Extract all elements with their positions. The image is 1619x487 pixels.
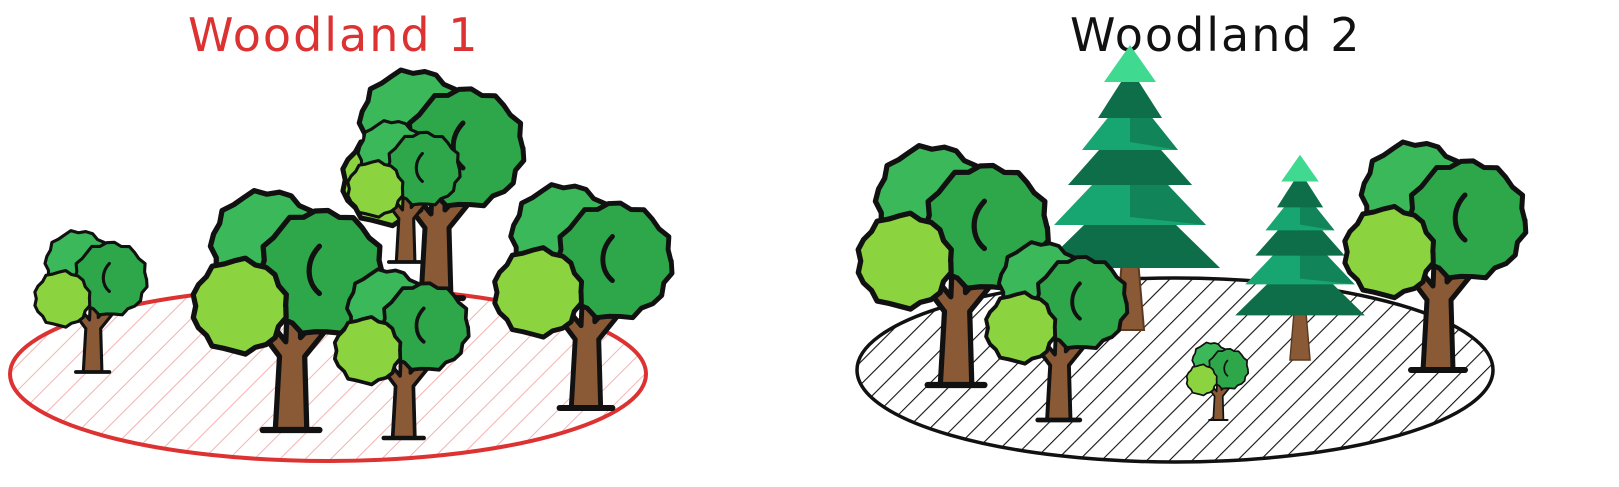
- woodland-1-tree-5-deciduous-icon: [332, 267, 471, 441]
- woodland-1-tree-3-deciduous-icon: [190, 187, 386, 434]
- woodland-2-tree-3-conifer-icon: [1235, 154, 1365, 361]
- woodland-1-title: Woodland 1: [188, 8, 480, 62]
- woodland-2-title: Woodland 2: [1070, 8, 1362, 62]
- woodland-2-tree-2-conifer-icon: [1040, 45, 1220, 331]
- woodland-1-trees: [33, 67, 675, 441]
- woodland-2-tree-1-deciduous-icon: [855, 142, 1051, 389]
- woodland-2-tree-4-deciduous-icon: [1342, 139, 1529, 373]
- woodland-2-tree-5-deciduous-icon: [984, 240, 1130, 423]
- woodland-2-trees: [855, 45, 1529, 423]
- woodland-1-tree-1-deciduous-icon: [33, 229, 149, 374]
- woodland-1-tree-4-deciduous-icon: [492, 182, 675, 411]
- woodland-1-tree-6-deciduous-icon: [346, 119, 462, 264]
- woodland-2-tree-6-deciduous-icon: [1185, 341, 1250, 422]
